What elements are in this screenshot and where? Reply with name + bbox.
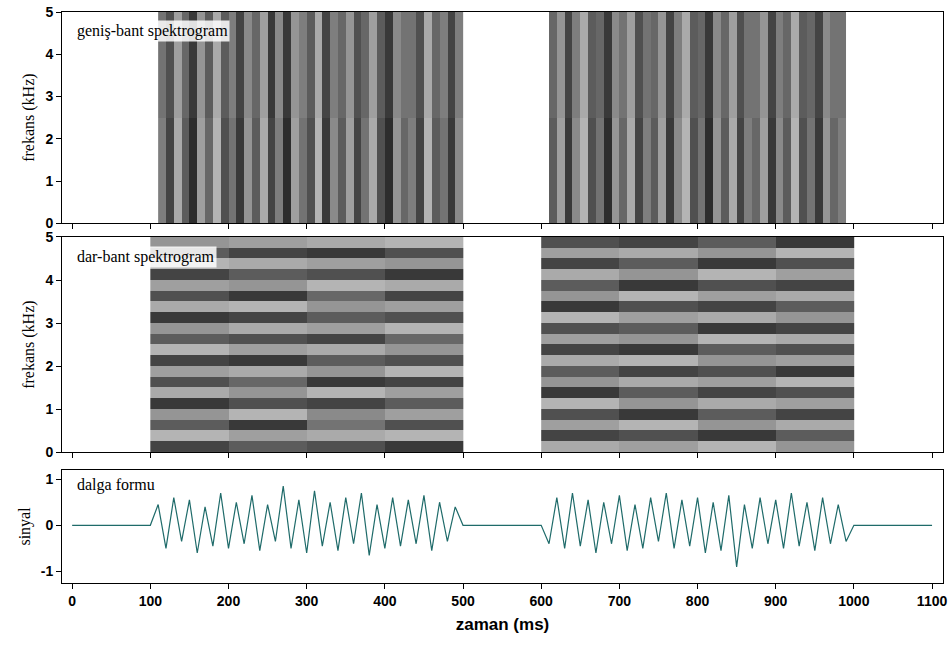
- svg-text:dar-bant spektrogram: dar-bant spektrogram: [77, 248, 215, 266]
- svg-text:geniş-bant spektrogram: geniş-bant spektrogram: [77, 22, 228, 40]
- svg-text:3: 3: [45, 315, 53, 331]
- svg-text:frekans (kHz): frekans (kHz): [20, 73, 38, 161]
- svg-text:600: 600: [530, 593, 554, 609]
- svg-text:1: 1: [45, 471, 53, 487]
- svg-text:dalga formu: dalga formu: [77, 476, 155, 494]
- svg-text:4: 4: [45, 46, 53, 62]
- svg-text:0: 0: [45, 517, 53, 533]
- svg-text:2: 2: [45, 131, 53, 147]
- svg-text:0: 0: [68, 593, 76, 609]
- svg-text:0: 0: [45, 444, 53, 460]
- svg-text:400: 400: [373, 593, 397, 609]
- svg-text:4: 4: [45, 272, 53, 288]
- svg-text:200: 200: [217, 593, 241, 609]
- svg-text:1: 1: [45, 173, 53, 189]
- svg-text:500: 500: [451, 593, 475, 609]
- svg-text:5: 5: [45, 229, 53, 245]
- svg-text:800: 800: [686, 593, 710, 609]
- svg-text:sinyal: sinyal: [16, 507, 34, 546]
- svg-text:300: 300: [295, 593, 319, 609]
- svg-text:5: 5: [45, 4, 53, 20]
- svg-text:1: 1: [45, 401, 53, 417]
- svg-text:1100: 1100: [917, 593, 948, 609]
- svg-text:zaman (ms): zaman (ms): [456, 615, 550, 634]
- svg-text:900: 900: [764, 593, 788, 609]
- svg-text:-1: -1: [41, 563, 54, 579]
- svg-text:3: 3: [45, 88, 53, 104]
- svg-text:0: 0: [45, 215, 53, 231]
- svg-text:700: 700: [608, 593, 632, 609]
- svg-text:1000: 1000: [838, 593, 869, 609]
- svg-text:2: 2: [45, 358, 53, 374]
- svg-text:frekans (kHz): frekans (kHz): [20, 300, 38, 388]
- svg-text:100: 100: [139, 593, 163, 609]
